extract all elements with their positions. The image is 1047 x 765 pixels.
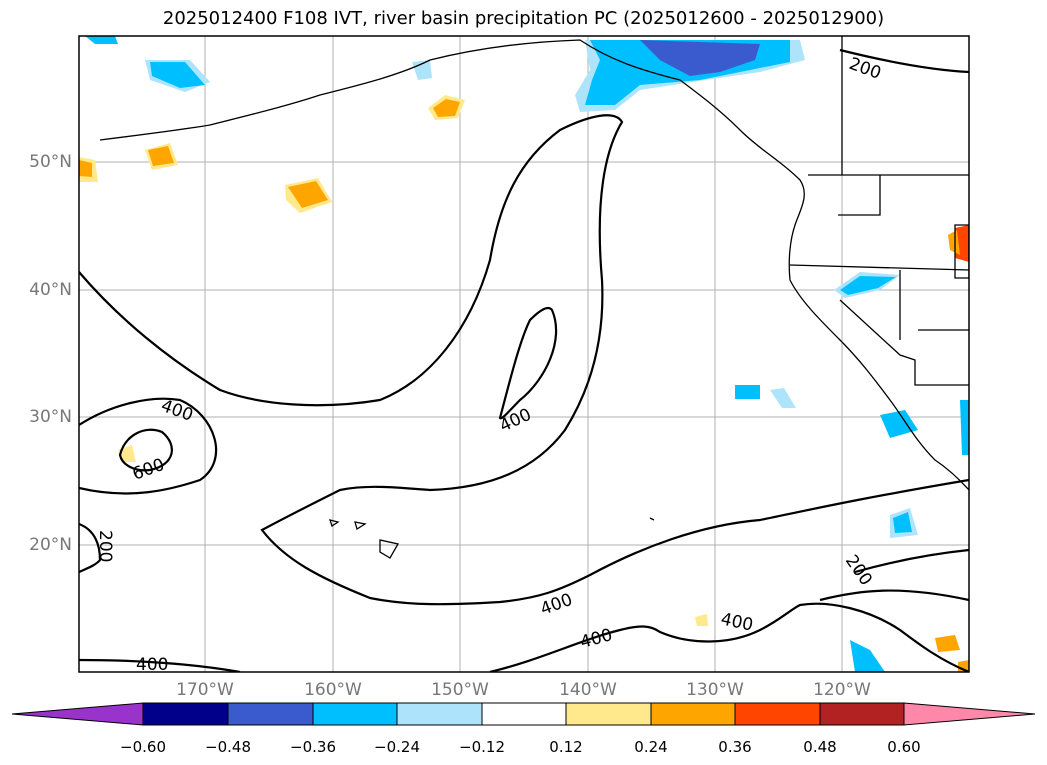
lat-label-20n: 20°N — [29, 535, 72, 555]
ivt-contours — [79, 48, 969, 672]
contour-label: 200 — [841, 551, 876, 589]
colorbar-tick: −0.48 — [205, 738, 251, 756]
colorbar-seg — [227, 702, 314, 726]
lon-label-170w: 170°W — [176, 680, 234, 700]
colorbar-seg — [481, 702, 567, 726]
shade-alaska-dark — [640, 40, 760, 76]
colorbar-seg — [565, 702, 652, 726]
colorbar-tick: −0.12 — [459, 738, 505, 756]
precip-shading — [79, 36, 969, 672]
contour-label: 400 — [136, 655, 168, 675]
contour-200-lower — [819, 589, 969, 602]
contour-label: 600 — [130, 455, 167, 485]
contour-200-topright — [839, 48, 969, 74]
coastlines — [99, 36, 969, 559]
colorbar-seg — [650, 702, 736, 726]
lat-label-50n: 50°N — [29, 152, 72, 172]
colorbar-seg — [396, 702, 483, 726]
colorbar-tick: 0.12 — [549, 738, 583, 756]
colorbar-extend-high — [903, 702, 1036, 726]
colorbar-seg — [819, 702, 905, 726]
map-title: 2025012400 F108 IVT, river basin precipi… — [162, 8, 885, 29]
contour-400-west — [79, 114, 969, 606]
contour-label: 400 — [719, 609, 755, 635]
colorbar-seg — [734, 702, 821, 726]
colorbar-tick: 0.60 — [887, 738, 921, 756]
lon-label-140w: 140°W — [559, 680, 617, 700]
gridlines — [79, 36, 969, 672]
contour-400-bottom — [79, 658, 241, 672]
contour-400-loop — [498, 306, 558, 420]
colorbar — [11, 702, 1036, 726]
contour-400-bottom-right — [489, 602, 969, 672]
colorbar-seg — [142, 702, 229, 726]
contour-label: 400 — [578, 625, 615, 653]
colorbar-seg — [312, 702, 398, 726]
lat-label-30n: 30°N — [29, 407, 72, 427]
contour-200-right — [854, 548, 969, 574]
lon-label-160w: 160°W — [304, 680, 362, 700]
contour-400-lower-left — [79, 397, 218, 495]
lat-label-40n: 40°N — [29, 280, 72, 300]
colorbar-tick: 0.36 — [718, 738, 752, 756]
lon-label-130w: 130°W — [686, 680, 744, 700]
lon-label-150w: 150°W — [431, 680, 489, 700]
map-frame — [78, 35, 970, 673]
contour-label: 400 — [158, 396, 195, 426]
contour-200-left — [79, 522, 102, 574]
colorbar-tick: −0.36 — [290, 738, 336, 756]
contour-labels: 200 400 400 600 200 400 200 400 400 200 … — [95, 54, 884, 675]
colorbar-tick: −0.24 — [374, 738, 420, 756]
lon-label-120w: 120°W — [813, 680, 871, 700]
colorbar-tick: −0.60 — [120, 738, 166, 756]
contour-600 — [118, 428, 173, 472]
colorbar-tick: 0.24 — [634, 738, 668, 756]
colorbar-tick: 0.48 — [803, 738, 837, 756]
colorbar-extend-low — [11, 702, 144, 726]
contour-label: 200 — [95, 530, 115, 562]
